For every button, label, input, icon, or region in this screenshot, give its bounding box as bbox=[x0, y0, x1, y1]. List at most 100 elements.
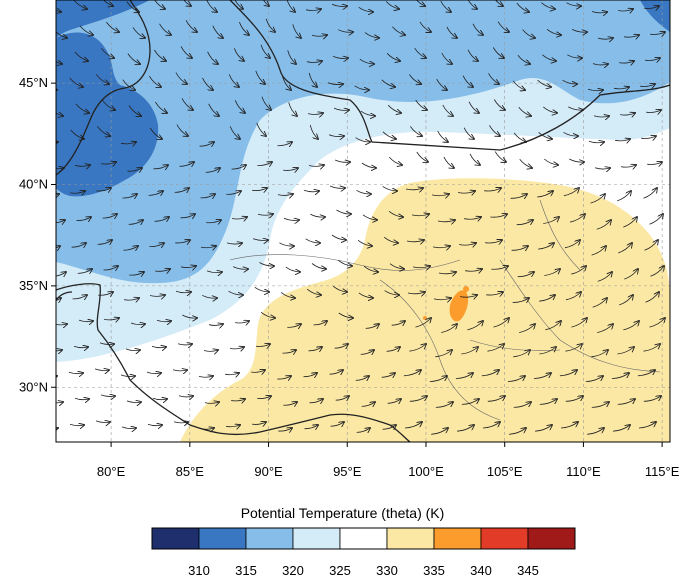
wind-arrow bbox=[617, 399, 635, 405]
wind-arrow bbox=[355, 137, 370, 142]
wind-arrow bbox=[95, 421, 110, 423]
wind-arrow bbox=[334, 160, 350, 162]
wind-arrow bbox=[172, 370, 187, 371]
wind-arrow bbox=[56, 56, 62, 64]
wind-arrow bbox=[462, 75, 473, 87]
wind-arrow bbox=[337, 259, 352, 266]
wind-arrow bbox=[200, 246, 216, 248]
wind-arrow bbox=[617, 191, 631, 202]
wind-arrow bbox=[235, 321, 249, 323]
wind-arrow bbox=[431, 428, 448, 435]
wind-arrow bbox=[98, 292, 113, 295]
wind-arrow bbox=[363, 265, 378, 272]
wind-arrow bbox=[539, 295, 555, 302]
wind-arrow bbox=[442, 104, 453, 116]
wind-arrow bbox=[381, 373, 395, 377]
wind-arrow bbox=[568, 106, 583, 110]
wind-arrow bbox=[56, 402, 63, 403]
wind-arrow bbox=[461, 347, 478, 355]
wind-arrow bbox=[440, 0, 451, 12]
wind-arrow bbox=[200, 194, 216, 198]
wind-arrow bbox=[206, 271, 222, 273]
wind-arrow bbox=[492, 47, 504, 59]
wind-arrow bbox=[306, 288, 321, 295]
wind-arrow bbox=[304, 425, 319, 429]
wind-arrow bbox=[261, 96, 271, 110]
colorbar-tick-label: 335 bbox=[423, 563, 445, 578]
wind-arrow bbox=[129, 272, 144, 275]
wind-arrow bbox=[74, 51, 88, 61]
wind-arrow bbox=[231, 399, 245, 401]
wind-arrow bbox=[311, 35, 327, 36]
wind-arrow bbox=[329, 186, 345, 188]
wind-arrow bbox=[611, 373, 629, 379]
wind-arrow bbox=[644, 6, 659, 8]
colorbar-frame bbox=[151, 527, 576, 550]
wind-arrow bbox=[154, 217, 169, 221]
wind-arrow bbox=[437, 220, 455, 222]
wind-arrow bbox=[307, 113, 323, 114]
wind-arrow bbox=[538, 132, 552, 139]
wind-arrow bbox=[78, 320, 93, 322]
wind-arrow bbox=[174, 188, 189, 192]
wind-arrow bbox=[385, 1, 399, 9]
wind-arrow bbox=[329, 370, 343, 374]
wind-arrow bbox=[490, 214, 507, 217]
wind-arrow bbox=[292, 24, 301, 38]
wind-arrow bbox=[441, 324, 457, 333]
wind-arrow bbox=[69, 424, 84, 425]
wind-arrow bbox=[481, 370, 499, 377]
wind-arrow bbox=[591, 246, 606, 256]
wind-arrow bbox=[73, 346, 88, 347]
wind-arrow bbox=[155, 269, 170, 271]
wind-arrow bbox=[280, 292, 295, 298]
wind-arrow bbox=[388, 156, 402, 165]
wind-arrow bbox=[303, 190, 319, 192]
wind-arrow bbox=[387, 399, 401, 403]
wind-arrow bbox=[256, 122, 266, 136]
wind-arrow bbox=[181, 98, 193, 110]
colorbar-title: Potential Temperature (theta) (K) bbox=[240, 505, 445, 521]
wind-arrow bbox=[455, 373, 473, 379]
wind-arrow bbox=[446, 26, 457, 38]
wind-arrow bbox=[226, 425, 240, 427]
wind-arrow bbox=[182, 314, 197, 318]
wind-arrow bbox=[225, 373, 239, 375]
wind-arrow bbox=[382, 131, 396, 139]
wind-arrow bbox=[203, 350, 218, 351]
wind-arrow bbox=[154, 49, 166, 61]
wind-arrow bbox=[175, 291, 191, 293]
wind-arrow bbox=[208, 103, 219, 116]
wind-arrow bbox=[389, 263, 404, 269]
wind-arrow bbox=[643, 396, 661, 402]
wind-arrow bbox=[623, 217, 637, 228]
wind-arrow bbox=[212, 25, 223, 38]
wind-arrow bbox=[361, 402, 375, 406]
lon-tick-label: 100°E bbox=[408, 464, 444, 479]
wind-arrow bbox=[149, 295, 165, 296]
wind-arrow bbox=[643, 188, 658, 199]
wind-arrow bbox=[513, 350, 530, 358]
wind-arrow bbox=[95, 74, 109, 84]
wind-arrow bbox=[404, 422, 422, 429]
colorbar-tick-label: 325 bbox=[329, 563, 351, 578]
wind-arrow bbox=[260, 44, 270, 58]
wind-arrow bbox=[566, 2, 581, 6]
wind-arrow bbox=[464, 217, 481, 219]
wind-arrow bbox=[487, 396, 505, 402]
wind-arrow bbox=[128, 105, 141, 117]
wind-arrow bbox=[497, 21, 509, 32]
wind-arrow bbox=[409, 396, 427, 402]
wind-arrow bbox=[592, 64, 608, 65]
wind-vectors bbox=[56, 0, 665, 435]
wind-arrow bbox=[56, 272, 66, 276]
wind-arrow bbox=[306, 61, 322, 63]
colorbar-tick-label: 320 bbox=[282, 563, 304, 578]
wind-arrow bbox=[100, 47, 114, 58]
wind-arrow bbox=[382, 425, 396, 429]
wind-arrow bbox=[73, 0, 87, 9]
wind-arrow bbox=[519, 324, 535, 333]
wind-arrow bbox=[511, 246, 528, 250]
wind-arrow bbox=[387, 104, 401, 113]
border-south bbox=[56, 283, 411, 442]
